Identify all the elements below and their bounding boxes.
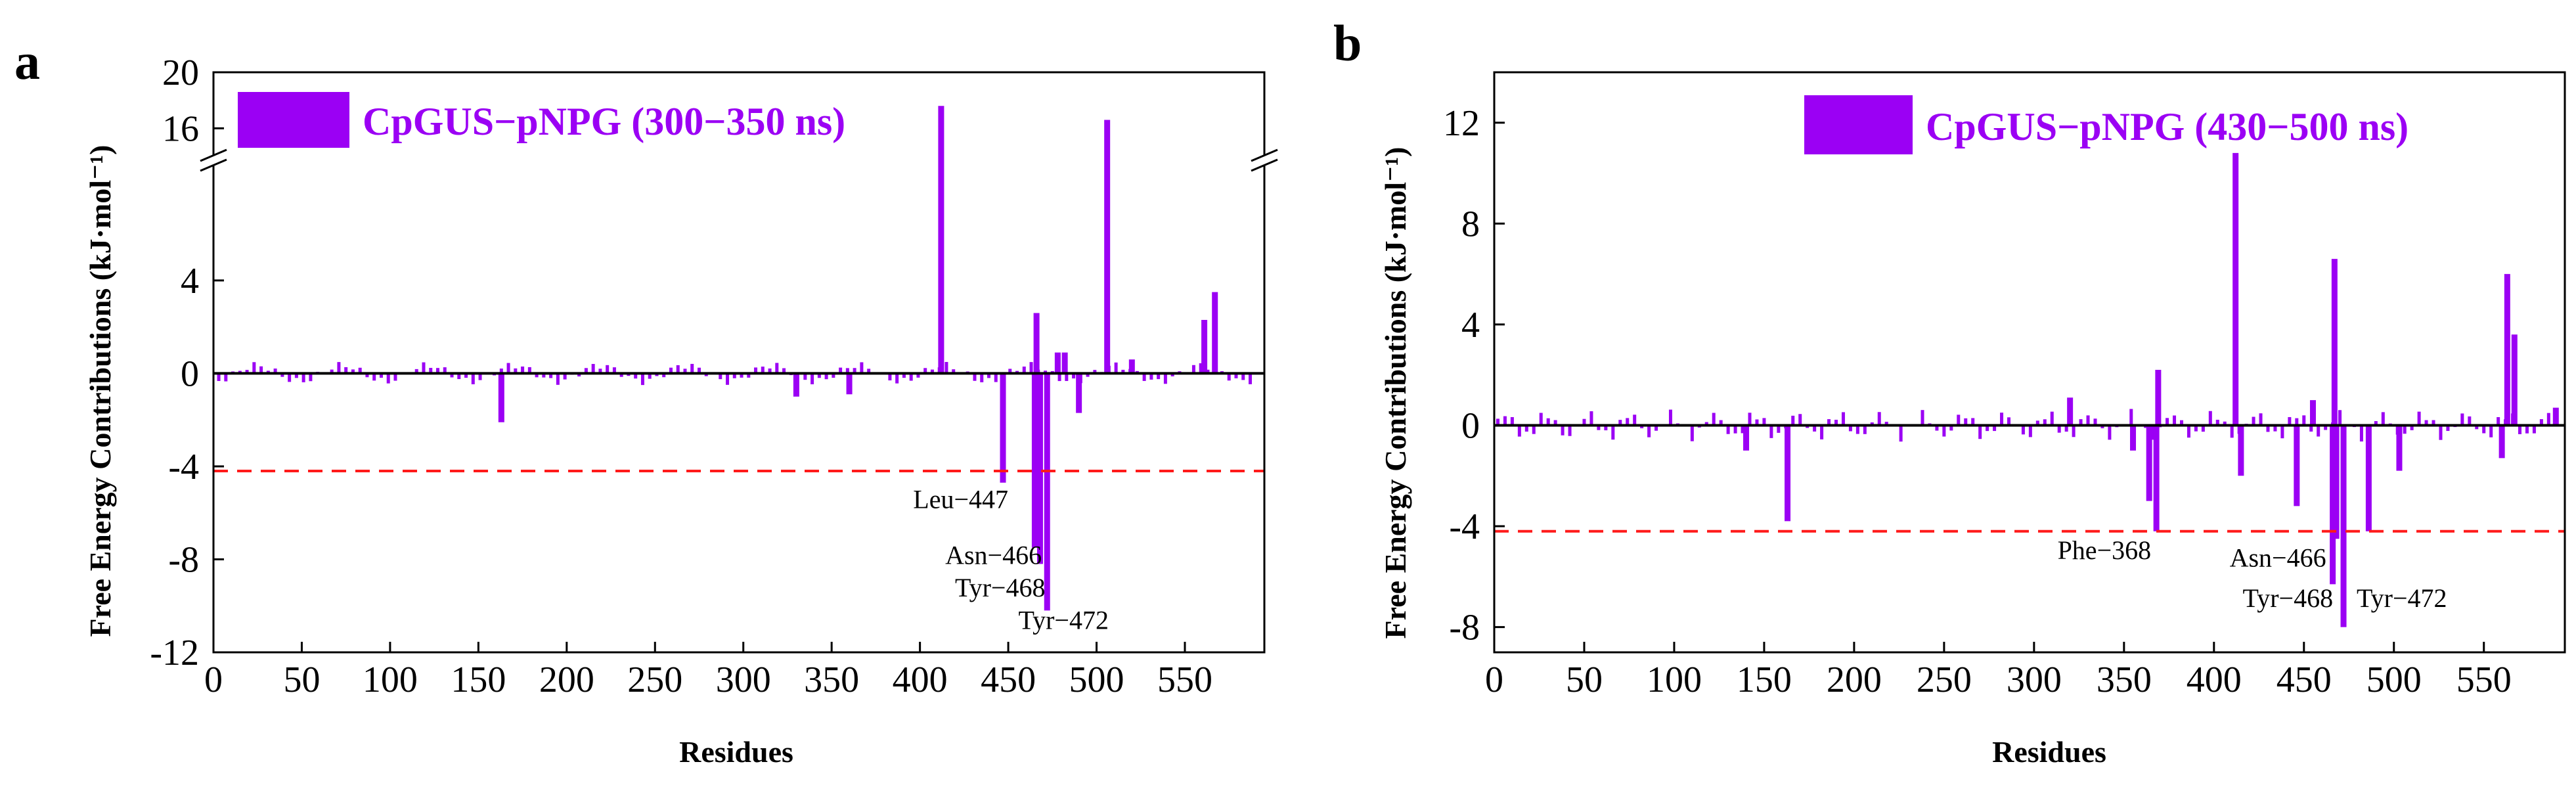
panel-a-y-axis-title: Free Energy Contributions (kJ·mol⁻¹) xyxy=(83,145,117,637)
x-tick-label: 450 xyxy=(981,660,1036,700)
axis-break-mark xyxy=(1251,158,1278,172)
x-tick-label: 500 xyxy=(1069,660,1124,700)
y-tick-label: 20 xyxy=(162,53,199,93)
x-tick-label: 200 xyxy=(539,660,594,700)
x-tick-label: 400 xyxy=(2187,660,2242,700)
x-tick-label: 350 xyxy=(804,660,859,700)
y-tick-label: 0 xyxy=(181,353,199,394)
x-tick-label: 550 xyxy=(1157,660,1212,700)
x-tick-label: 450 xyxy=(2276,660,2332,700)
residue-annotation: Phe−368 xyxy=(2058,535,2152,565)
panel-a-letter: a xyxy=(14,33,40,90)
panel-b-chart: b -8 -4 0 4 8 12 0 50 100 150 200 250 300 350 400 450 50… xyxy=(1333,14,2566,769)
residue-annotation: Leu−447 xyxy=(913,485,1008,514)
x-tick-label: 100 xyxy=(1647,660,1702,700)
panel-b-letter: b xyxy=(1333,14,1362,72)
panel-b-y-axis-title: Free Energy Contributions (kJ·mol⁻¹) xyxy=(1379,147,1412,639)
residue-annotation: Tyr−472 xyxy=(1018,606,1109,635)
y-tick-label: 0 xyxy=(1461,405,1480,446)
y-tick-label: 4 xyxy=(1461,305,1480,346)
residue-annotation: Asn−466 xyxy=(945,541,1042,570)
x-tick-label: 550 xyxy=(2456,660,2512,700)
axis-break-mark xyxy=(200,148,227,162)
axis-break-mark xyxy=(200,158,227,172)
panel-a-legend-label: CpGUS−pNPG (300−350 ns) xyxy=(363,100,845,143)
residue-annotation: Tyr−468 xyxy=(2243,583,2334,613)
x-tick-label: 250 xyxy=(1917,660,1972,700)
residue-annotation: Tyr−472 xyxy=(2357,583,2447,613)
y-tick-label: -4 xyxy=(168,447,199,487)
panel-b-bars xyxy=(1494,152,2565,627)
x-tick-label: 200 xyxy=(1827,660,1882,700)
x-tick-label: 500 xyxy=(2366,660,2422,700)
x-tick-label: 150 xyxy=(1737,660,1792,700)
x-tick-label: 300 xyxy=(2007,660,2062,700)
y-tick-label: 16 xyxy=(162,108,199,149)
x-tick-label: 0 xyxy=(1485,660,1503,700)
y-tick-label: -12 xyxy=(150,633,199,673)
x-tick-label: 150 xyxy=(451,660,506,700)
panel-a-bars xyxy=(213,106,1264,611)
panel-a-annotations: Leu−447 Asn−466 Tyr−468 Tyr−472 xyxy=(913,485,1109,635)
x-tick-label: 50 xyxy=(283,660,320,700)
y-tick-label: -4 xyxy=(1449,506,1480,547)
residue-annotation: Asn−466 xyxy=(2230,543,2326,572)
x-tick-label: 300 xyxy=(716,660,771,700)
panel-b-ticks: -8 -4 0 4 8 12 0 50 100 150 200 250 300 350 400 450 500 5… xyxy=(1443,103,2512,700)
y-tick-label: 12 xyxy=(1443,103,1480,144)
plot-frame xyxy=(1493,71,2566,654)
panel-a-x-axis-title: Residues xyxy=(679,735,793,769)
y-tick-label: -8 xyxy=(1449,608,1480,648)
x-tick-label: 350 xyxy=(2097,660,2152,700)
x-tick-label: 400 xyxy=(893,660,948,700)
axis-break-mark xyxy=(1251,148,1278,162)
panel-a-frame xyxy=(199,71,1279,654)
x-tick-label: 0 xyxy=(204,660,223,700)
residue-annotation: Tyr−468 xyxy=(955,573,1046,602)
panel-b-frame xyxy=(1493,71,2566,654)
panel-b-annotations: Phe−368 Asn−466 Tyr−468 Tyr−472 xyxy=(2058,535,2447,613)
y-tick-label: 8 xyxy=(1461,204,1480,244)
y-tick-label: -8 xyxy=(168,539,199,580)
x-tick-label: 100 xyxy=(363,660,418,700)
panel-b-legend-swatch xyxy=(1804,95,1913,154)
panel-b-x-axis-title: Residues xyxy=(1992,735,2106,769)
panel-b-legend-label: CpGUS−pNPG (430−500 ns) xyxy=(1926,105,2409,148)
plot-frame xyxy=(212,71,1266,654)
panel-a-legend-swatch xyxy=(238,92,349,148)
x-tick-label: 50 xyxy=(1566,660,1603,700)
y-tick-label: 4 xyxy=(181,261,199,302)
x-tick-label: 250 xyxy=(627,660,682,700)
